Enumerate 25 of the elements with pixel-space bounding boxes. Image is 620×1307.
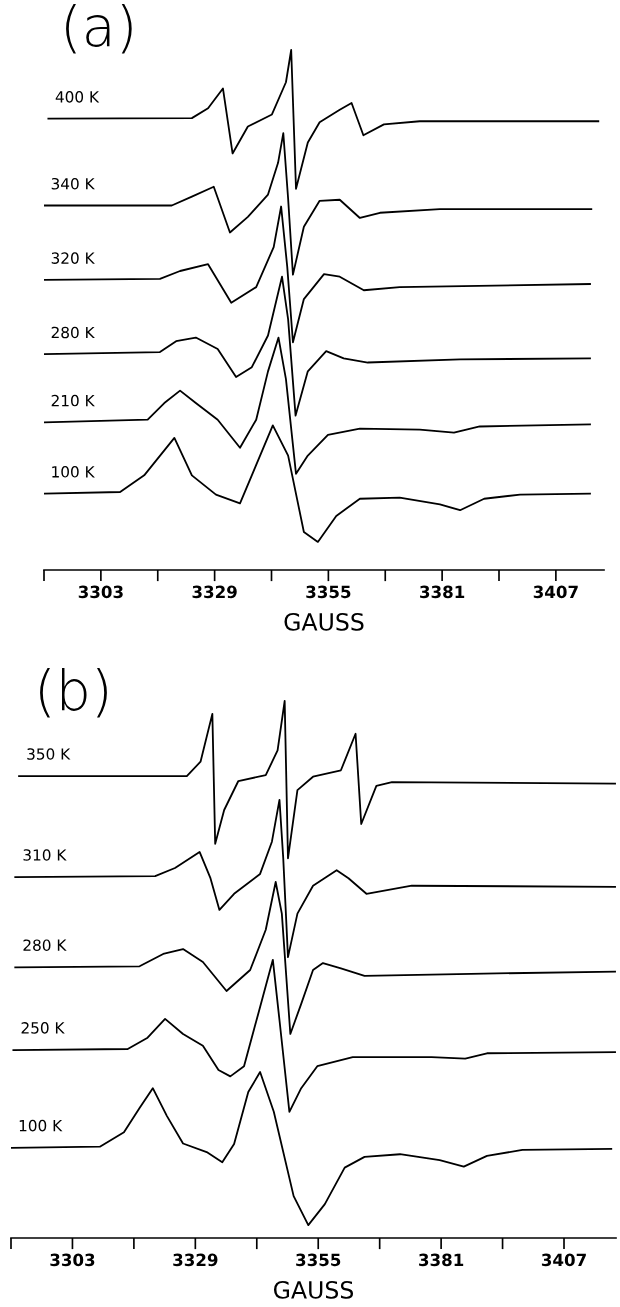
series-label: 400 K (55, 91, 100, 103)
x-tick-label: 3381 (420, 585, 465, 599)
series-label: 340 K (51, 177, 95, 190)
series-label: 210 K (51, 394, 95, 407)
series-label: 100 K (19, 1119, 63, 1132)
chart-title: (b) (40, 668, 107, 718)
x-tick-label: 3329 (173, 1253, 218, 1267)
series-label: 250 K (21, 1022, 65, 1034)
series-label: 280 K (23, 939, 67, 951)
chart-title: (a) (66, 4, 132, 54)
x-tick-label: 3329 (192, 585, 237, 599)
series-label: 280 K (51, 326, 95, 339)
series-label: 100 K (52, 466, 95, 478)
x-axis-title: GAUSS (273, 1280, 354, 1299)
x-tick-label: 3355 (296, 1253, 341, 1267)
series-label: 350 K (27, 748, 71, 760)
x-tick-label: 3355 (306, 585, 351, 599)
x-tick-label: 3381 (419, 1253, 464, 1267)
series-label: 310 K (23, 849, 67, 861)
series-label: 320 K (51, 252, 95, 264)
x-tick-label: 3407 (533, 585, 578, 599)
x-tick-label: 3303 (78, 585, 123, 599)
x-tick-label: 3303 (50, 1253, 95, 1267)
x-axis-title: GAUSS (284, 612, 364, 631)
x-tick-label: 3407 (541, 1253, 586, 1267)
